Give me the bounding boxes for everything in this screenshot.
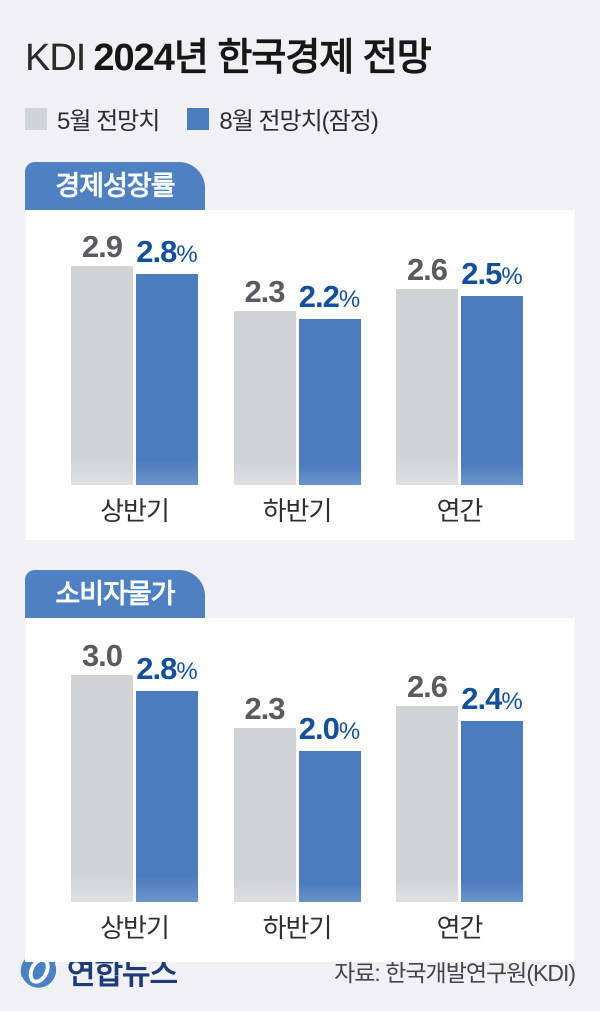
page-title: KDI 2024년 한국경제 전망 xyxy=(0,0,600,81)
percent-sign: % xyxy=(501,263,523,290)
value-label-aug: 2.8% xyxy=(136,234,198,269)
percent-sign: % xyxy=(176,241,198,268)
chart-section-growth: 경제성장률 2.9 2.8% 상반기 2.3 2.2% 하반기 2.6 2.5% 연간 xyxy=(0,136,600,540)
bar-may xyxy=(71,675,133,902)
legend-label-may: 5월 전망치 xyxy=(57,108,160,135)
percent-sign: % xyxy=(338,286,361,313)
bar-column-aug: 2.0% xyxy=(298,618,361,902)
value-label-aug: 2.5% xyxy=(461,256,523,291)
legend-swatch-may-icon xyxy=(25,107,47,130)
bar-pair: 2.3 2.2% xyxy=(233,210,361,485)
legend-swatch-aug-icon xyxy=(187,107,210,130)
chart-section-cpi: 소비자물가 3.0 2.8% 상반기 2.3 2.0% 하반기 2.6 2.4% 연간 xyxy=(0,540,600,962)
bar-column-may: 2.3 xyxy=(233,618,296,902)
percent-sign: % xyxy=(501,688,523,715)
bar-aug xyxy=(298,751,361,902)
bar-may xyxy=(71,266,133,485)
chart-cpi: 3.0 2.8% 상반기 2.3 2.0% 하반기 2.6 2.4% 연간 xyxy=(25,618,575,945)
bar-group-연간: 2.6 2.5% 연간 xyxy=(396,210,523,528)
bar-column-may: 2.6 xyxy=(396,210,458,485)
value-label-may: 2.9 xyxy=(81,229,123,264)
value-label-may: 2.3 xyxy=(244,691,285,726)
bar-aug xyxy=(461,721,523,902)
bar-group-상반기: 3.0 2.8% 상반기 xyxy=(71,618,198,945)
category-label: 연간 xyxy=(436,913,484,943)
bar-column-aug: 2.8% xyxy=(136,210,198,485)
category-label: 상반기 xyxy=(100,913,170,943)
bar-may xyxy=(233,728,296,902)
chart-card-growth: 2.9 2.8% 상반기 2.3 2.2% 하반기 2.6 2.5% 연간 xyxy=(25,210,575,540)
bar-pair: 3.0 2.8% xyxy=(71,618,198,902)
bar-aug xyxy=(298,319,361,485)
bar-aug xyxy=(136,691,198,902)
chart-card-cpi: 3.0 2.8% 상반기 2.3 2.0% 하반기 2.6 2.4% 연간 xyxy=(25,618,575,962)
bar-may xyxy=(396,706,458,902)
bar-column-may: 2.3 xyxy=(233,210,296,485)
bar-group-하반기: 2.3 2.0% 하반기 xyxy=(233,618,361,945)
category-label: 하반기 xyxy=(262,913,333,943)
bar-pair: 2.3 2.0% xyxy=(233,618,361,902)
bar-column-aug: 2.2% xyxy=(298,210,361,485)
bar-may xyxy=(396,289,458,485)
value-label-aug: 2.2% xyxy=(298,279,361,314)
chart-growth: 2.9 2.8% 상반기 2.3 2.2% 하반기 2.6 2.5% 연간 xyxy=(25,210,575,528)
value-label-aug: 2.4% xyxy=(461,681,523,716)
bar-group-연간: 2.6 2.4% 연간 xyxy=(396,618,523,945)
bar-column-may: 3.0 xyxy=(71,618,133,902)
bar-aug xyxy=(461,296,523,485)
value-label-may: 2.6 xyxy=(406,669,448,704)
bar-column-aug: 2.4% xyxy=(461,618,523,902)
value-label-may: 3.0 xyxy=(81,638,123,673)
legend-item-aug: 8월 전망치(잠정) xyxy=(187,101,379,136)
legend-item-may: 5월 전망치 xyxy=(25,101,160,136)
chart-badge-cpi: 소비자물가 xyxy=(25,570,205,618)
chart-badge-growth: 경제성장률 xyxy=(25,162,205,210)
bar-may xyxy=(233,311,296,485)
bar-pair: 2.6 2.5% xyxy=(396,210,523,485)
bar-group-상반기: 2.9 2.8% 상반기 xyxy=(71,210,198,528)
legend-label-aug: 8월 전망치(잠정) xyxy=(219,108,378,135)
percent-sign: % xyxy=(338,718,361,745)
percent-sign: % xyxy=(176,658,198,685)
title-prefix: KDI xyxy=(25,37,86,79)
source-credit: 자료: 한국개발연구원(KDI) xyxy=(334,959,576,986)
bar-aug xyxy=(136,274,198,485)
category-label: 상반기 xyxy=(100,496,170,526)
category-label: 하반기 xyxy=(262,496,333,526)
bar-column-may: 2.9 xyxy=(71,210,133,485)
legend: 5월 전망치 8월 전망치(잠정) xyxy=(25,101,600,136)
bar-column-aug: 2.8% xyxy=(136,618,198,902)
bar-column-may: 2.6 xyxy=(396,618,458,902)
value-label-aug: 2.8% xyxy=(136,651,198,686)
value-label-aug: 2.0% xyxy=(298,711,361,746)
bar-pair: 2.9 2.8% xyxy=(71,210,198,485)
value-label-may: 2.6 xyxy=(406,252,448,287)
title-main: 2024년 한국경제 전망 xyxy=(93,37,431,79)
value-label-may: 2.3 xyxy=(244,274,285,309)
bar-group-하반기: 2.3 2.2% 하반기 xyxy=(233,210,361,528)
category-label: 연간 xyxy=(436,496,484,526)
bar-column-aug: 2.5% xyxy=(461,210,523,485)
bar-pair: 2.6 2.4% xyxy=(396,618,523,902)
